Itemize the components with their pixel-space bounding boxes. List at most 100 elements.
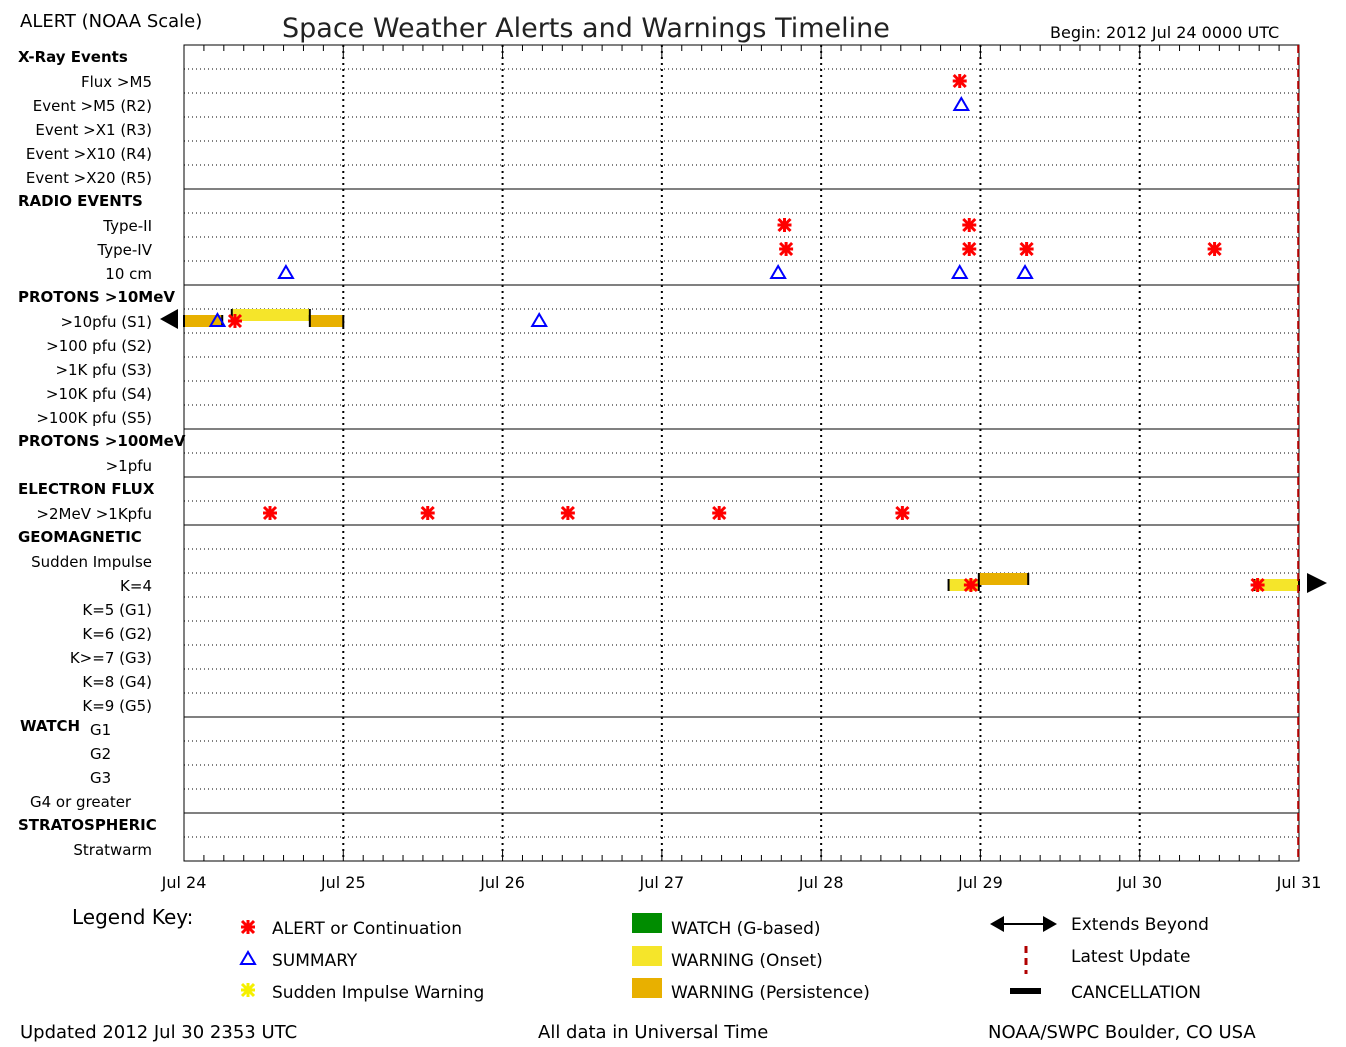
grid: [184, 45, 1299, 861]
row-label: 10 cm: [105, 265, 152, 283]
chart-title: Space Weather Alerts and Warnings Timeli…: [282, 13, 890, 44]
alert-marker: [712, 505, 727, 521]
footer-source: NOAA/SWPC Boulder, CO USA: [988, 1022, 1256, 1043]
x-tick-label: Jul 27: [638, 873, 684, 892]
legend-alert-label: ALERT or Continuation: [272, 919, 462, 939]
legend-cancellation-label: CANCELLATION: [1071, 983, 1201, 1003]
footer-updated: Updated 2012 Jul 30 2353 UTC: [20, 1022, 297, 1043]
plot-frame: [183, 44, 1300, 862]
alert-marker: [227, 313, 243, 329]
row-label: G3: [90, 769, 111, 787]
row-label: >100K pfu (S5): [36, 409, 152, 427]
summary-marker: [530, 312, 548, 327]
row-label: Sudden Impulse: [31, 553, 152, 571]
row-label: >10pfu (S1): [60, 313, 152, 331]
legend: Legend Key: ALERT or Continuation SUMMAR…: [72, 905, 1209, 1003]
row-label: K>=7 (G3): [70, 649, 152, 667]
row-label: Event >X1 (R3): [35, 121, 152, 139]
alert-marker: [779, 241, 794, 257]
row-label: Event >M5 (R2): [33, 97, 152, 115]
section-header: STRATOSPHERIC: [18, 816, 157, 834]
alert-marker: [777, 217, 792, 233]
row-label: Type-IV: [96, 241, 152, 259]
x-tick-label: Jul 30: [1116, 873, 1162, 892]
legend-cancellation-icon: [1010, 988, 1041, 994]
legend-extends-beyond-icon: [990, 916, 1057, 932]
row-label: Flux >M5: [81, 73, 152, 91]
row-label: G1: [90, 721, 111, 739]
alert-marker: [952, 73, 967, 89]
section-header: GEOMAGNETIC: [18, 528, 142, 546]
x-tick-label: Jul 31: [1276, 873, 1322, 892]
summary-marker: [952, 96, 971, 111]
warning-bar: [1254, 579, 1299, 591]
row-label: >100 pfu (S2): [46, 337, 152, 355]
alert-marker: [1250, 577, 1265, 593]
axis-ticks: [183, 45, 1300, 861]
legend-onset-swatch: [632, 946, 662, 966]
plot-border: [183, 44, 1300, 862]
begin-label: Begin: 2012 Jul 24 0000 UTC: [1050, 23, 1279, 42]
row-label: K=6 (G2): [82, 625, 152, 643]
warning-bar: [231, 309, 310, 321]
summary-marker: [769, 264, 787, 279]
row-label: >1K pfu (S3): [55, 361, 152, 379]
row-labels: X-Ray Events Flux >M5 Event >M5 (R2) Event …: [18, 48, 186, 859]
legend-onset-label: WARNING (Onset): [671, 951, 823, 971]
scale-label: ALERT (NOAA Scale): [20, 11, 202, 32]
section-header: WATCH: [20, 717, 80, 735]
legend-sudden-impulse-label: Sudden Impulse Warning: [272, 983, 484, 1003]
alert-marker: [262, 505, 278, 521]
legend-extends-beyond-label: Extends Beyond: [1071, 915, 1209, 935]
section-header: PROTONS >10MeV: [18, 288, 175, 306]
row-label: Type-II: [102, 217, 152, 235]
row-label: Stratwarm: [73, 841, 152, 859]
alert-marker: [895, 505, 910, 521]
section-header: X-Ray Events: [18, 48, 128, 66]
legend-alert-icon: [240, 919, 256, 935]
row-label: K=5 (G1): [82, 601, 152, 619]
x-tick-label: Jul 26: [479, 873, 525, 892]
row-label: >2MeV >1Kpfu: [36, 505, 152, 523]
x-tick-label: Jul 28: [798, 873, 844, 892]
legend-watch-label: WATCH (G-based): [671, 919, 821, 939]
row-label: Event >X10 (R4): [26, 145, 152, 163]
summary-marker: [1016, 264, 1034, 279]
row-label: >10K pfu (S4): [46, 385, 152, 403]
row-label: G4 or greater: [30, 793, 132, 811]
alert-marker: [560, 505, 575, 521]
alert-marker: [963, 577, 978, 593]
x-tick-label: Jul 25: [320, 873, 366, 892]
section-header: ELECTRON FLUX: [18, 480, 155, 498]
legend-persistence-label: WARNING (Persistence): [671, 983, 870, 1003]
legend-summary-icon: [239, 950, 257, 965]
alert-marker: [962, 217, 977, 233]
legend-sudden-impulse-icon: [240, 982, 256, 998]
event-markers: [208, 73, 1265, 593]
x-tick-label: Jul 29: [957, 873, 1003, 892]
row-label: K=4: [120, 577, 152, 595]
x-tick-label: Jul 24: [161, 873, 207, 892]
row-label: Event >X20 (R5): [26, 169, 152, 187]
section-header: PROTONS >100MeV: [18, 432, 186, 450]
x-axis-labels: Jul 24 Jul 25 Jul 26 Jul 27 Jul 28 Jul 29 Jul …: [161, 873, 1322, 892]
summary-marker: [277, 264, 295, 279]
warning-bar: [978, 573, 1029, 585]
row-label: K=8 (G4): [82, 673, 152, 691]
extends-after-arrow: [1307, 573, 1327, 593]
summary-marker: [208, 312, 227, 327]
legend-persistence-swatch: [632, 978, 662, 998]
alert-marker: [420, 505, 435, 521]
legend-watch-swatch: [632, 913, 662, 933]
footer-note: All data in Universal Time: [538, 1022, 768, 1043]
legend-latest-update-label: Latest Update: [1071, 947, 1191, 967]
alert-marker: [1019, 241, 1034, 257]
section-header: RADIO EVENTS: [18, 192, 143, 210]
legend-summary-label: SUMMARY: [272, 951, 358, 971]
row-label: >1pfu: [106, 457, 152, 475]
row-label: G2: [90, 745, 111, 763]
alert-marker: [962, 241, 977, 257]
warning-bars: [160, 309, 1327, 593]
summary-marker: [950, 264, 969, 279]
